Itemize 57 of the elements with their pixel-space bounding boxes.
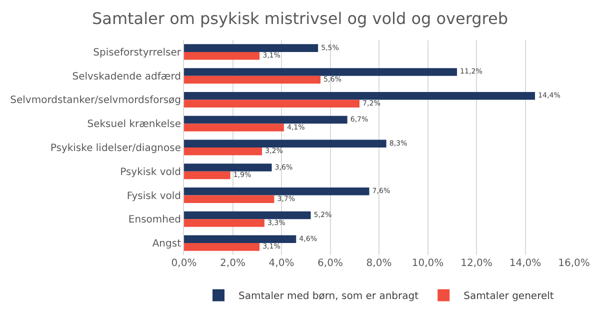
data-label: 4,1% [286, 122, 306, 132]
bar [184, 243, 260, 251]
data-label: 3,1% [262, 50, 281, 60]
data-label: 5,2% [314, 210, 332, 220]
data-label: 8,3% [389, 138, 408, 148]
y-tick-label: Spiseforstyrrelser [93, 47, 182, 58]
y-tick-label: Psykisk vold [120, 166, 181, 178]
data-label: 6,7% [350, 114, 369, 124]
x-tick-label: 4,0% [268, 258, 294, 269]
bar [184, 140, 386, 148]
bar [184, 171, 230, 180]
data-label: 3,6% [274, 162, 293, 172]
bar [184, 76, 320, 84]
bar [184, 211, 311, 220]
bar [184, 100, 360, 108]
data-label: 3,2% [265, 146, 284, 156]
x-tick-label: 10,0% [412, 258, 444, 269]
chart-title: Samtaler om psykisk mistrivsel og vold og overgreb [92, 9, 508, 28]
x-tick-label: 8,0% [366, 258, 392, 269]
data-label: 3,1% [262, 242, 281, 251]
data-label: 7,6% [372, 186, 390, 196]
x-tick-label: 0,0% [171, 258, 197, 269]
data-label: 1,9% [233, 170, 252, 180]
bar [184, 188, 370, 196]
y-tick-label: Ensomhed [128, 214, 181, 226]
x-tick-label: 12,0% [460, 258, 492, 269]
bar [184, 219, 264, 227]
data-label: 5,6% [324, 74, 342, 84]
data-label: 7,2% [362, 98, 381, 108]
legend-label: Samtaler med børn, som er anbragt [238, 291, 419, 302]
x-tick-label: 6,0% [318, 258, 343, 269]
bar [184, 148, 262, 156]
y-tick-label: Selvskadende adfærd [72, 71, 181, 82]
bar [184, 68, 457, 76]
y-tick-label: Fysisk vold [126, 190, 181, 202]
bar [184, 235, 296, 244]
y-tick-label: Psykiske lidelser/diagnose [50, 143, 181, 154]
data-label: 5,5% [321, 42, 340, 52]
bar [184, 124, 284, 132]
bar [184, 44, 318, 52]
legend-label: Samtaler generelt [464, 291, 554, 302]
y-tick-label: Seksuel krænkelse [87, 119, 181, 130]
x-tick-label: 2,0% [220, 258, 246, 269]
bar [184, 195, 274, 204]
data-label: 3,7% [277, 194, 296, 203]
data-label: 4,6% [299, 234, 318, 243]
bar [184, 116, 348, 124]
y-tick-label: Selvmordstanker/selvmordsforsøg [10, 95, 181, 106]
bar [184, 52, 260, 60]
bar [184, 164, 272, 172]
data-label: 11,2% [460, 66, 483, 76]
x-tick-label: 16,0% [558, 258, 590, 269]
bar [184, 92, 535, 100]
data-label: 3,3% [267, 218, 286, 227]
data-label: 14,4% [538, 90, 561, 100]
x-tick-label: 14,0% [509, 258, 542, 269]
y-tick-label: Angst [152, 238, 182, 250]
